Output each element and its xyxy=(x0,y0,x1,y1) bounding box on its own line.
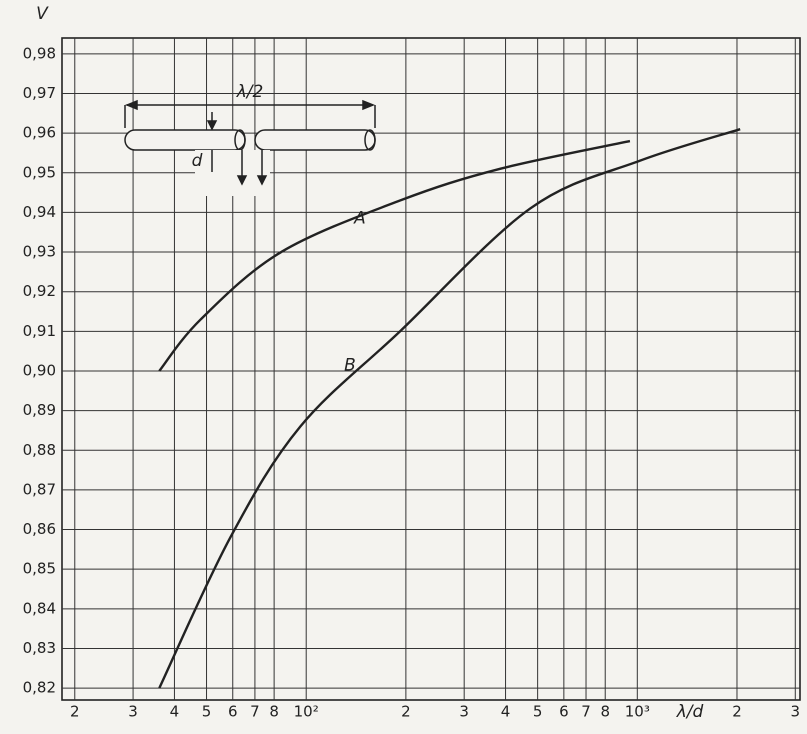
x-tick-label: 2 xyxy=(70,703,80,721)
y-tick-label: 0,97 xyxy=(23,84,56,102)
dipole-left xyxy=(124,129,246,151)
curve xyxy=(158,128,741,689)
x-tick-label: 5 xyxy=(533,703,543,721)
y-axis-label: V xyxy=(36,4,49,24)
dim-arrow xyxy=(124,99,376,111)
x-tick-label: 8 xyxy=(269,703,279,721)
y-tick-label: 0,87 xyxy=(23,480,56,498)
y-tick-label: 0,84 xyxy=(23,599,56,617)
y-tick-label: 0,82 xyxy=(23,679,56,697)
x-tick-label: 3 xyxy=(459,703,469,721)
y-tick-label: 0,94 xyxy=(23,203,56,221)
sketch-bg xyxy=(195,150,270,196)
y-tick-label: 0,96 xyxy=(23,124,56,142)
curve-label: B xyxy=(344,355,356,375)
curve-label: A xyxy=(353,209,366,229)
x-tick-label: 3 xyxy=(791,703,801,721)
x-tick-label: 7 xyxy=(250,703,260,721)
dipole-right-end xyxy=(364,129,376,151)
half-wave-label: λ/2 xyxy=(236,82,264,102)
y-tick-label: 0,86 xyxy=(23,520,56,538)
x-tick-label: 6 xyxy=(559,703,569,721)
x-tick-label: 10³ xyxy=(625,703,650,721)
y-tick-label: 0,91 xyxy=(23,322,56,340)
y-tick-label: 0,88 xyxy=(23,441,56,459)
y-tick-label: 0,95 xyxy=(23,163,56,181)
y-tick-label: 0,93 xyxy=(23,243,56,261)
x-tick-label: 2 xyxy=(401,703,411,721)
dipole-sketch xyxy=(124,99,376,196)
y-tick-label: 0,85 xyxy=(23,560,56,578)
y-tick-label: 0,83 xyxy=(23,639,56,657)
x-tick-label: 10² xyxy=(294,703,319,721)
x-tick-label: 5 xyxy=(202,703,212,721)
diameter-label: d xyxy=(192,151,203,171)
x-tick-label: 6 xyxy=(228,703,238,721)
curve xyxy=(158,139,631,372)
plot-frame xyxy=(61,37,801,701)
y-tick-label: 0,90 xyxy=(23,361,56,379)
x-tick-label: 7 xyxy=(581,703,591,721)
y-tick-label: 0,98 xyxy=(23,44,56,62)
feed-arrowhead xyxy=(236,175,268,186)
dipole-right xyxy=(254,129,376,151)
y-tick-label: 0,92 xyxy=(23,282,56,300)
x-tick-label: 8 xyxy=(600,703,610,721)
x-tick-label: 3 xyxy=(128,703,138,721)
x-axis-label: λ/d xyxy=(676,702,704,722)
y-tick-label: 0,89 xyxy=(23,401,56,419)
x-tick-label: 2 xyxy=(732,703,742,721)
x-tick-label: 4 xyxy=(170,703,180,721)
x-tick-label: 4 xyxy=(501,703,511,721)
